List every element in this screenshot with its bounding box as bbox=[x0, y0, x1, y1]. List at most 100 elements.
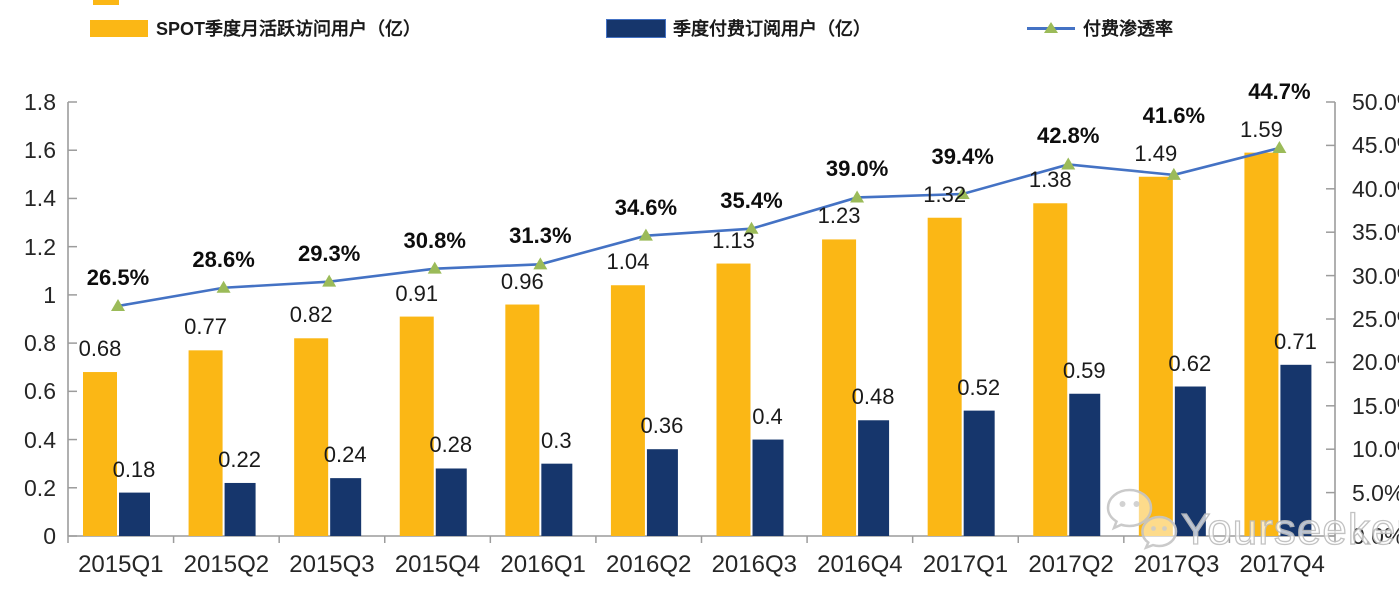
bar-value-label-mau: 1.04 bbox=[606, 249, 650, 275]
bar-value-label-mau: 1.49 bbox=[1134, 140, 1178, 166]
right-tick-label: 15.0% bbox=[1352, 392, 1399, 419]
percent-label: 28.6% bbox=[192, 246, 255, 272]
percent-label: 35.4% bbox=[720, 187, 783, 213]
watermark-text: Yourseeker bbox=[1181, 505, 1399, 554]
bar-subs bbox=[646, 449, 678, 536]
top-edge-sliver bbox=[93, 0, 119, 5]
left-tick-label: 0.6 bbox=[24, 378, 56, 405]
watermark: Yourseeker bbox=[1106, 488, 1399, 555]
x-tick-label: 2016Q2 bbox=[606, 551, 692, 578]
bar-subs bbox=[435, 468, 467, 536]
x-tick-label: 2017Q3 bbox=[1133, 551, 1220, 578]
marker-triangle-icon bbox=[322, 274, 337, 287]
bar-value-label-mau: 0.68 bbox=[78, 336, 122, 362]
percent-label: 30.8% bbox=[403, 227, 466, 253]
wechat-icon bbox=[1106, 488, 1178, 550]
x-tick-label: 2017Q4 bbox=[1239, 551, 1325, 578]
bar-mau bbox=[1244, 152, 1279, 536]
bar-mau bbox=[822, 239, 857, 536]
left-tick-label: 1.8 bbox=[24, 89, 56, 115]
bar-subs bbox=[963, 410, 995, 536]
bar-value-label-subs: 0.28 bbox=[429, 432, 473, 458]
bar-subs bbox=[330, 478, 362, 536]
x-tick-label: 2015Q1 bbox=[78, 551, 164, 578]
right-tick-label: 10.0% bbox=[1352, 436, 1399, 463]
x-tick-label: 2017Q2 bbox=[1028, 551, 1114, 578]
legend-item-subs: 季度付费订阅用户（亿） bbox=[607, 16, 871, 40]
bar-value-label-subs: 0.62 bbox=[1168, 350, 1212, 376]
legend-label-penetration: 付费渗透率 bbox=[1083, 19, 1173, 39]
bar-value-label-subs: 0.59 bbox=[1062, 357, 1106, 383]
x-tick-label: 2017Q1 bbox=[922, 551, 1009, 578]
x-tick-label: 2015Q3 bbox=[289, 551, 375, 578]
percent-label: 42.8% bbox=[1037, 123, 1100, 149]
bar-subs bbox=[1069, 393, 1101, 536]
bar-subs bbox=[224, 482, 256, 536]
bar-value-label-mau: 0.96 bbox=[500, 268, 544, 294]
right-tick-label: 0.0% bbox=[1352, 523, 1399, 549]
bar-mau bbox=[188, 350, 223, 536]
bar-value-label-subs: 0.48 bbox=[851, 384, 895, 410]
x-tick-label: 2016Q1 bbox=[500, 551, 586, 578]
marker-triangle-icon bbox=[427, 261, 442, 274]
marker-triangle-icon bbox=[533, 257, 548, 270]
bar-mau bbox=[1033, 203, 1068, 536]
x-tick-label: 2015Q4 bbox=[394, 551, 481, 578]
legend-item-penetration: 付费渗透率 bbox=[1027, 16, 1173, 40]
legend-label-subs: 季度付费订阅用户（亿） bbox=[673, 19, 871, 39]
bar-mau bbox=[927, 217, 962, 536]
right-tick-label: 5.0% bbox=[1352, 479, 1399, 506]
percent-label: 26.5% bbox=[86, 264, 150, 290]
marker-triangle-icon bbox=[638, 228, 653, 241]
left-tick-label: 0.4 bbox=[24, 426, 56, 453]
right-tick-label: 35.0% bbox=[1352, 219, 1399, 246]
bar-value-label-mau: 1.32 bbox=[923, 181, 967, 207]
bar-mau bbox=[83, 372, 117, 536]
marker-triangle-icon bbox=[850, 190, 865, 203]
mau-swatch-icon bbox=[90, 19, 148, 37]
left-tick-label: 0 bbox=[43, 523, 56, 549]
bar-subs bbox=[541, 463, 573, 536]
right-tick-label: 40.0% bbox=[1352, 175, 1399, 202]
left-tick-label: 0.8 bbox=[24, 330, 56, 357]
marker-triangle-icon bbox=[744, 221, 759, 234]
bar-value-label-mau: 0.77 bbox=[184, 314, 227, 340]
bar-value-label-mau: 0.82 bbox=[289, 302, 333, 328]
left-tick-label: 1.2 bbox=[24, 233, 56, 260]
bar-mau bbox=[294, 338, 329, 536]
bar-subs bbox=[1280, 364, 1312, 536]
bar-value-label-subs: 0.36 bbox=[640, 413, 684, 439]
bar-subs bbox=[752, 439, 784, 536]
marker-triangle-icon bbox=[1272, 141, 1287, 154]
x-tick-label: 2016Q4 bbox=[817, 551, 903, 578]
right-tick-label: 30.0% bbox=[1352, 262, 1399, 289]
bar-value-label-mau: 0.91 bbox=[395, 280, 439, 306]
percent-label: 34.6% bbox=[614, 194, 678, 220]
marker-triangle-icon bbox=[1166, 167, 1181, 180]
percent-label: 39.0% bbox=[825, 156, 889, 182]
left-tick-label: 1.4 bbox=[24, 185, 56, 212]
percent-label: 29.3% bbox=[297, 240, 361, 266]
left-tick-label: 1 bbox=[43, 281, 56, 308]
right-tick-label: 20.0% bbox=[1352, 349, 1399, 376]
x-tick-label: 2016Q3 bbox=[711, 551, 797, 578]
legend-label-mau: SPOT季度月活跃访问用户（亿） bbox=[156, 19, 422, 39]
bar-value-label-mau: 1.23 bbox=[817, 203, 861, 229]
bar-value-label-subs: 0.4 bbox=[752, 403, 783, 429]
bar-value-label-subs: 0.71 bbox=[1273, 328, 1317, 354]
marker-triangle-icon bbox=[216, 280, 231, 293]
legend-item-mau: SPOT季度月活跃访问用户（亿） bbox=[90, 16, 421, 40]
bar-value-label-subs: 0.52 bbox=[957, 374, 1001, 400]
bar-value-label-subs: 0.3 bbox=[541, 427, 572, 453]
percent-label: 44.7% bbox=[1248, 78, 1311, 104]
percent-label: 41.6% bbox=[1142, 102, 1206, 128]
right-tick-label: 50.0% bbox=[1352, 89, 1399, 115]
bar-subs bbox=[119, 492, 150, 536]
bar-mau bbox=[399, 316, 434, 536]
subs-swatch-icon bbox=[607, 19, 665, 37]
wechat-icon-eyes bbox=[1119, 501, 1167, 531]
bar-value-label-mau: 1.13 bbox=[712, 227, 755, 253]
bar-subs bbox=[858, 420, 890, 536]
